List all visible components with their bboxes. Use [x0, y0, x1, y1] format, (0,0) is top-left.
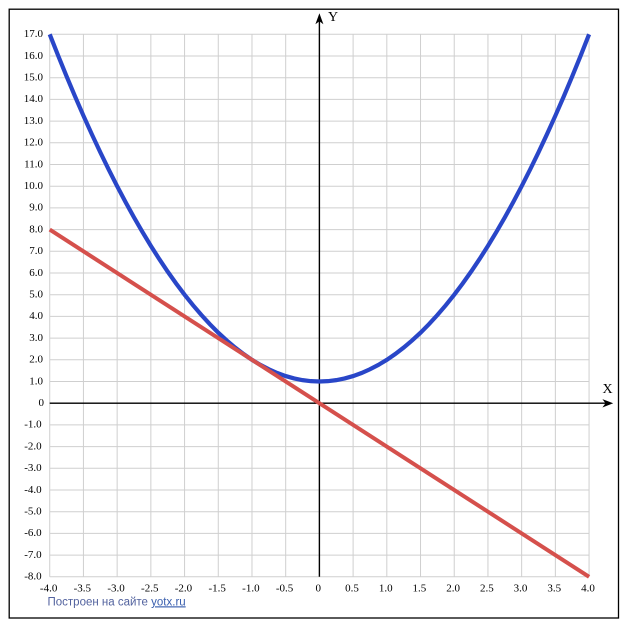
svg-text:Y: Y — [328, 10, 338, 25]
svg-text:-6.0: -6.0 — [24, 527, 42, 539]
svg-text:14.0: 14.0 — [24, 93, 44, 105]
svg-text:11.0: 11.0 — [24, 158, 43, 170]
svg-text:-8.0: -8.0 — [24, 571, 42, 583]
svg-text:7.0: 7.0 — [29, 245, 43, 257]
svg-text:5.0: 5.0 — [29, 289, 43, 301]
svg-text:0: 0 — [316, 582, 322, 594]
svg-text:3.5: 3.5 — [547, 582, 561, 594]
svg-text:2.0: 2.0 — [29, 354, 43, 366]
svg-text:3.0: 3.0 — [29, 332, 43, 344]
svg-text:2.0: 2.0 — [446, 582, 460, 594]
svg-text:-3.0: -3.0 — [24, 462, 42, 474]
svg-text:-2.0: -2.0 — [175, 582, 193, 594]
svg-text:1.0: 1.0 — [379, 582, 393, 594]
svg-text:4.0: 4.0 — [581, 582, 595, 594]
svg-text:0: 0 — [39, 397, 45, 409]
svg-text:-4.0: -4.0 — [40, 582, 58, 594]
svg-text:15.0: 15.0 — [24, 72, 44, 84]
svg-text:0.5: 0.5 — [345, 582, 359, 594]
svg-text:16.0: 16.0 — [24, 50, 44, 62]
svg-text:3.0: 3.0 — [514, 582, 528, 594]
svg-text:-4.0: -4.0 — [24, 484, 42, 496]
svg-text:1.5: 1.5 — [413, 582, 427, 594]
svg-text:-2.0: -2.0 — [24, 440, 42, 452]
svg-text:X: X — [603, 382, 613, 397]
svg-text:1.0: 1.0 — [29, 375, 43, 387]
svg-text:-1.0: -1.0 — [24, 419, 42, 431]
svg-text:-0.5: -0.5 — [276, 582, 294, 594]
svg-text:-3.5: -3.5 — [74, 582, 92, 594]
svg-text:9.0: 9.0 — [29, 202, 43, 214]
svg-text:17.0: 17.0 — [24, 28, 44, 40]
svg-text:6.0: 6.0 — [29, 267, 43, 279]
svg-text:-1.5: -1.5 — [208, 582, 226, 594]
svg-text:2.5: 2.5 — [480, 582, 494, 594]
svg-text:4.0: 4.0 — [29, 310, 43, 322]
svg-text:13.0: 13.0 — [24, 115, 44, 127]
svg-text:-3.0: -3.0 — [107, 582, 125, 594]
svg-text:-1.0: -1.0 — [242, 582, 260, 594]
svg-text:8.0: 8.0 — [29, 223, 43, 235]
svg-text:12.0: 12.0 — [24, 137, 44, 149]
svg-text:Построен на сайте yotx.ru: Построен на сайте yotx.ru — [48, 596, 186, 608]
svg-text:10.0: 10.0 — [24, 180, 44, 192]
svg-text:-2.5: -2.5 — [141, 582, 159, 594]
svg-text:-5.0: -5.0 — [24, 506, 42, 518]
svg-text:-7.0: -7.0 — [24, 549, 42, 561]
